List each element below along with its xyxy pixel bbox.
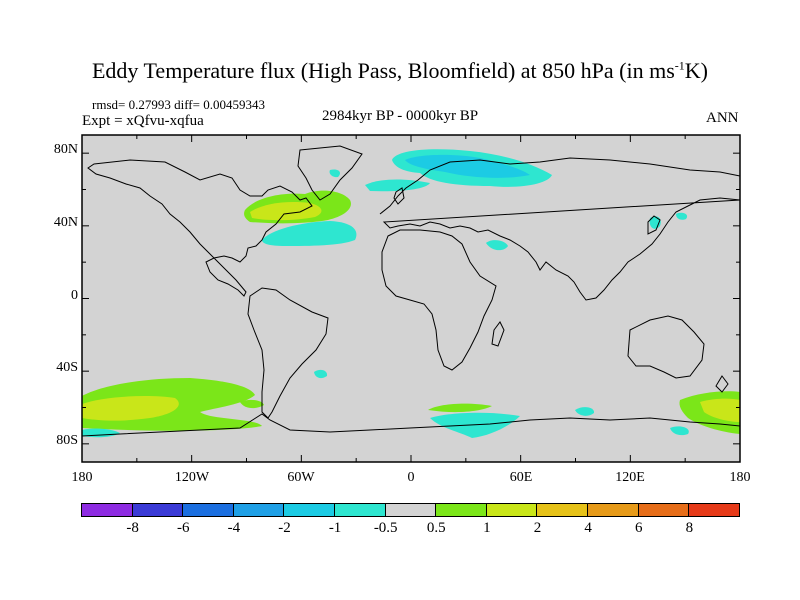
- field-na-atlantic-blue: [262, 221, 357, 246]
- colorbar-box: [587, 503, 639, 517]
- colorbar-label: 6: [635, 520, 643, 536]
- lat-label-80n: 80N: [53, 142, 78, 157]
- colorbar-box: [334, 503, 386, 517]
- colorbar-label: 0.5: [426, 520, 446, 536]
- field-na-yellow: [250, 202, 322, 221]
- colorbar-label: -4: [227, 520, 241, 536]
- colorbar-label: 8: [685, 520, 694, 536]
- coast-north-america: [87, 159, 313, 297]
- colorbar-label: -2: [278, 520, 291, 536]
- colorbar-box: [637, 503, 690, 517]
- colorbar-box: [232, 503, 285, 517]
- field-so-green-small: [240, 399, 264, 409]
- field-east-ant-yellow: [700, 398, 740, 422]
- colorbar-label: 4: [584, 520, 592, 536]
- title-tail: K): [684, 58, 708, 83]
- colorbar-box: [384, 503, 437, 517]
- coastlines: [81, 145, 741, 437]
- lat-label-80s: 80S: [56, 433, 78, 448]
- colorbar: [81, 503, 740, 517]
- experiment-label: Expt = xQfvu-xqfua: [82, 113, 204, 129]
- map-ticks: [81, 135, 741, 462]
- coast-japan: [647, 215, 661, 235]
- coast-australia: [627, 315, 705, 379]
- lon-label-180w: 180: [71, 470, 93, 485]
- field-antarctic-blue: [430, 412, 520, 438]
- colorbar-box: [283, 503, 336, 517]
- coast-antarctica: [81, 413, 741, 437]
- field-greenland-east: [329, 169, 341, 178]
- field-antarctic-green: [428, 403, 492, 413]
- field-japan-east: [676, 212, 688, 220]
- chart-title: Eddy Temperature flux (High Pass, Bloomf…: [0, 58, 800, 84]
- lat-label-40s: 40S: [56, 360, 78, 375]
- lon-label-0: 0: [407, 470, 415, 485]
- lon-label-120w: 120W: [174, 470, 210, 485]
- coast-europe-asia: [379, 157, 741, 301]
- lon-label-180e: 180: [729, 470, 751, 485]
- coast-greenland: [297, 145, 363, 201]
- lat-label-0: 0: [71, 288, 78, 303]
- title-superscript: -1: [674, 58, 685, 73]
- season-label: ANN: [706, 110, 739, 126]
- colorbar-box: [435, 503, 487, 517]
- colorbar-label: -0.5: [373, 520, 398, 536]
- colorbar-label: -1: [328, 520, 342, 536]
- stats-text: rmsd= 0.27993 diff= 0.00459343: [92, 97, 265, 112]
- colorbar-label: 2: [533, 520, 542, 536]
- lon-label-120e: 120E: [615, 470, 645, 485]
- coast-madagascar: [491, 321, 505, 347]
- period-label: 2984kyr BP - 0000kyr BP: [322, 108, 479, 124]
- field-middle-east: [486, 240, 508, 251]
- coast-uk: [393, 187, 405, 205]
- lon-label-60w: 60W: [287, 470, 315, 485]
- anomaly-fields: [82, 149, 740, 438]
- field-antarctic-blue-east: [575, 407, 595, 416]
- colorbar-box: [81, 503, 133, 517]
- coast-africa: [381, 229, 497, 371]
- colorbar-label: -6: [176, 520, 190, 536]
- lon-label-60e: 60E: [509, 470, 533, 485]
- lat-label-40n: 40N: [53, 215, 78, 230]
- field-south-atlantic-blue: [314, 369, 328, 379]
- colorbar-label: 1: [483, 520, 491, 536]
- colorbar-label: -8: [126, 520, 139, 536]
- colorbar-box: [182, 503, 234, 517]
- field-arctic-core: [405, 154, 530, 178]
- coast-new-zealand: [715, 375, 729, 393]
- colorbar-box: [536, 503, 589, 517]
- title-main: Eddy Temperature flux (High Pass, Bloomf…: [91, 58, 675, 83]
- field-east-ant-blue: [670, 426, 689, 436]
- colorbar-box: [131, 503, 184, 517]
- coast-south-america: [247, 287, 329, 419]
- field-so-yellow: [82, 396, 179, 421]
- colorbar-box: [485, 503, 538, 517]
- colorbar-box: [688, 503, 740, 517]
